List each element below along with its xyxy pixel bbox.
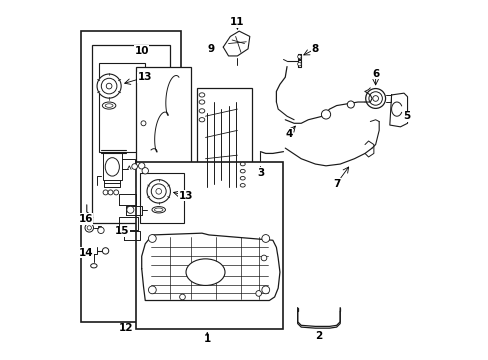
Text: 1: 1 [203, 334, 210, 345]
Circle shape [87, 226, 91, 230]
Text: 3: 3 [256, 168, 264, 178]
Bar [102, 153, 122, 180]
Circle shape [262, 286, 269, 294]
Circle shape [126, 206, 134, 213]
Circle shape [141, 121, 145, 126]
Ellipse shape [154, 208, 163, 212]
Bar [81, 31, 181, 322]
Circle shape [151, 184, 166, 199]
Circle shape [147, 180, 170, 203]
Circle shape [85, 224, 93, 232]
Bar [136, 162, 283, 329]
Bar [136, 67, 191, 187]
Ellipse shape [102, 102, 116, 109]
Text: 8: 8 [311, 44, 318, 54]
Text: 10: 10 [134, 46, 149, 56]
Circle shape [156, 189, 161, 194]
Circle shape [142, 168, 148, 174]
Text: 11: 11 [230, 17, 244, 27]
Ellipse shape [240, 162, 244, 166]
Circle shape [297, 55, 301, 58]
Bar [196, 88, 251, 194]
Ellipse shape [240, 184, 244, 187]
Circle shape [262, 235, 269, 242]
Ellipse shape [199, 118, 204, 122]
Circle shape [297, 62, 301, 66]
Text: 16: 16 [78, 214, 93, 224]
Ellipse shape [240, 169, 244, 173]
Text: 5: 5 [403, 111, 409, 121]
Ellipse shape [199, 109, 204, 113]
Ellipse shape [185, 259, 224, 285]
Ellipse shape [199, 93, 204, 97]
Circle shape [114, 190, 119, 195]
Circle shape [255, 291, 261, 296]
Text: 13: 13 [179, 191, 193, 201]
Bar [99, 63, 145, 152]
Circle shape [179, 294, 185, 300]
Bar [140, 173, 184, 222]
Text: 4: 4 [285, 129, 292, 139]
Ellipse shape [105, 158, 119, 176]
Circle shape [102, 248, 108, 254]
Circle shape [98, 227, 104, 234]
Circle shape [106, 83, 112, 89]
Ellipse shape [199, 100, 204, 104]
Circle shape [365, 89, 385, 108]
Circle shape [97, 74, 121, 98]
Circle shape [148, 286, 156, 294]
Ellipse shape [105, 104, 113, 107]
Ellipse shape [152, 207, 165, 213]
Text: 2: 2 [315, 331, 322, 341]
Circle shape [261, 255, 266, 261]
Circle shape [138, 163, 144, 169]
Text: 14: 14 [78, 248, 93, 258]
Ellipse shape [90, 264, 97, 268]
Circle shape [148, 235, 156, 242]
Text: 15: 15 [115, 226, 129, 237]
Circle shape [101, 78, 117, 94]
Text: 7: 7 [332, 179, 340, 189]
Circle shape [108, 190, 113, 195]
Circle shape [368, 92, 382, 105]
Ellipse shape [240, 176, 244, 180]
Text: 6: 6 [371, 69, 379, 79]
Circle shape [103, 190, 108, 195]
Circle shape [321, 110, 330, 119]
Circle shape [132, 164, 137, 169]
Bar [92, 45, 170, 222]
Text: 9: 9 [207, 44, 214, 54]
Text: 13: 13 [138, 72, 152, 82]
Circle shape [346, 101, 354, 108]
Text: 12: 12 [118, 323, 133, 333]
Circle shape [372, 96, 378, 101]
